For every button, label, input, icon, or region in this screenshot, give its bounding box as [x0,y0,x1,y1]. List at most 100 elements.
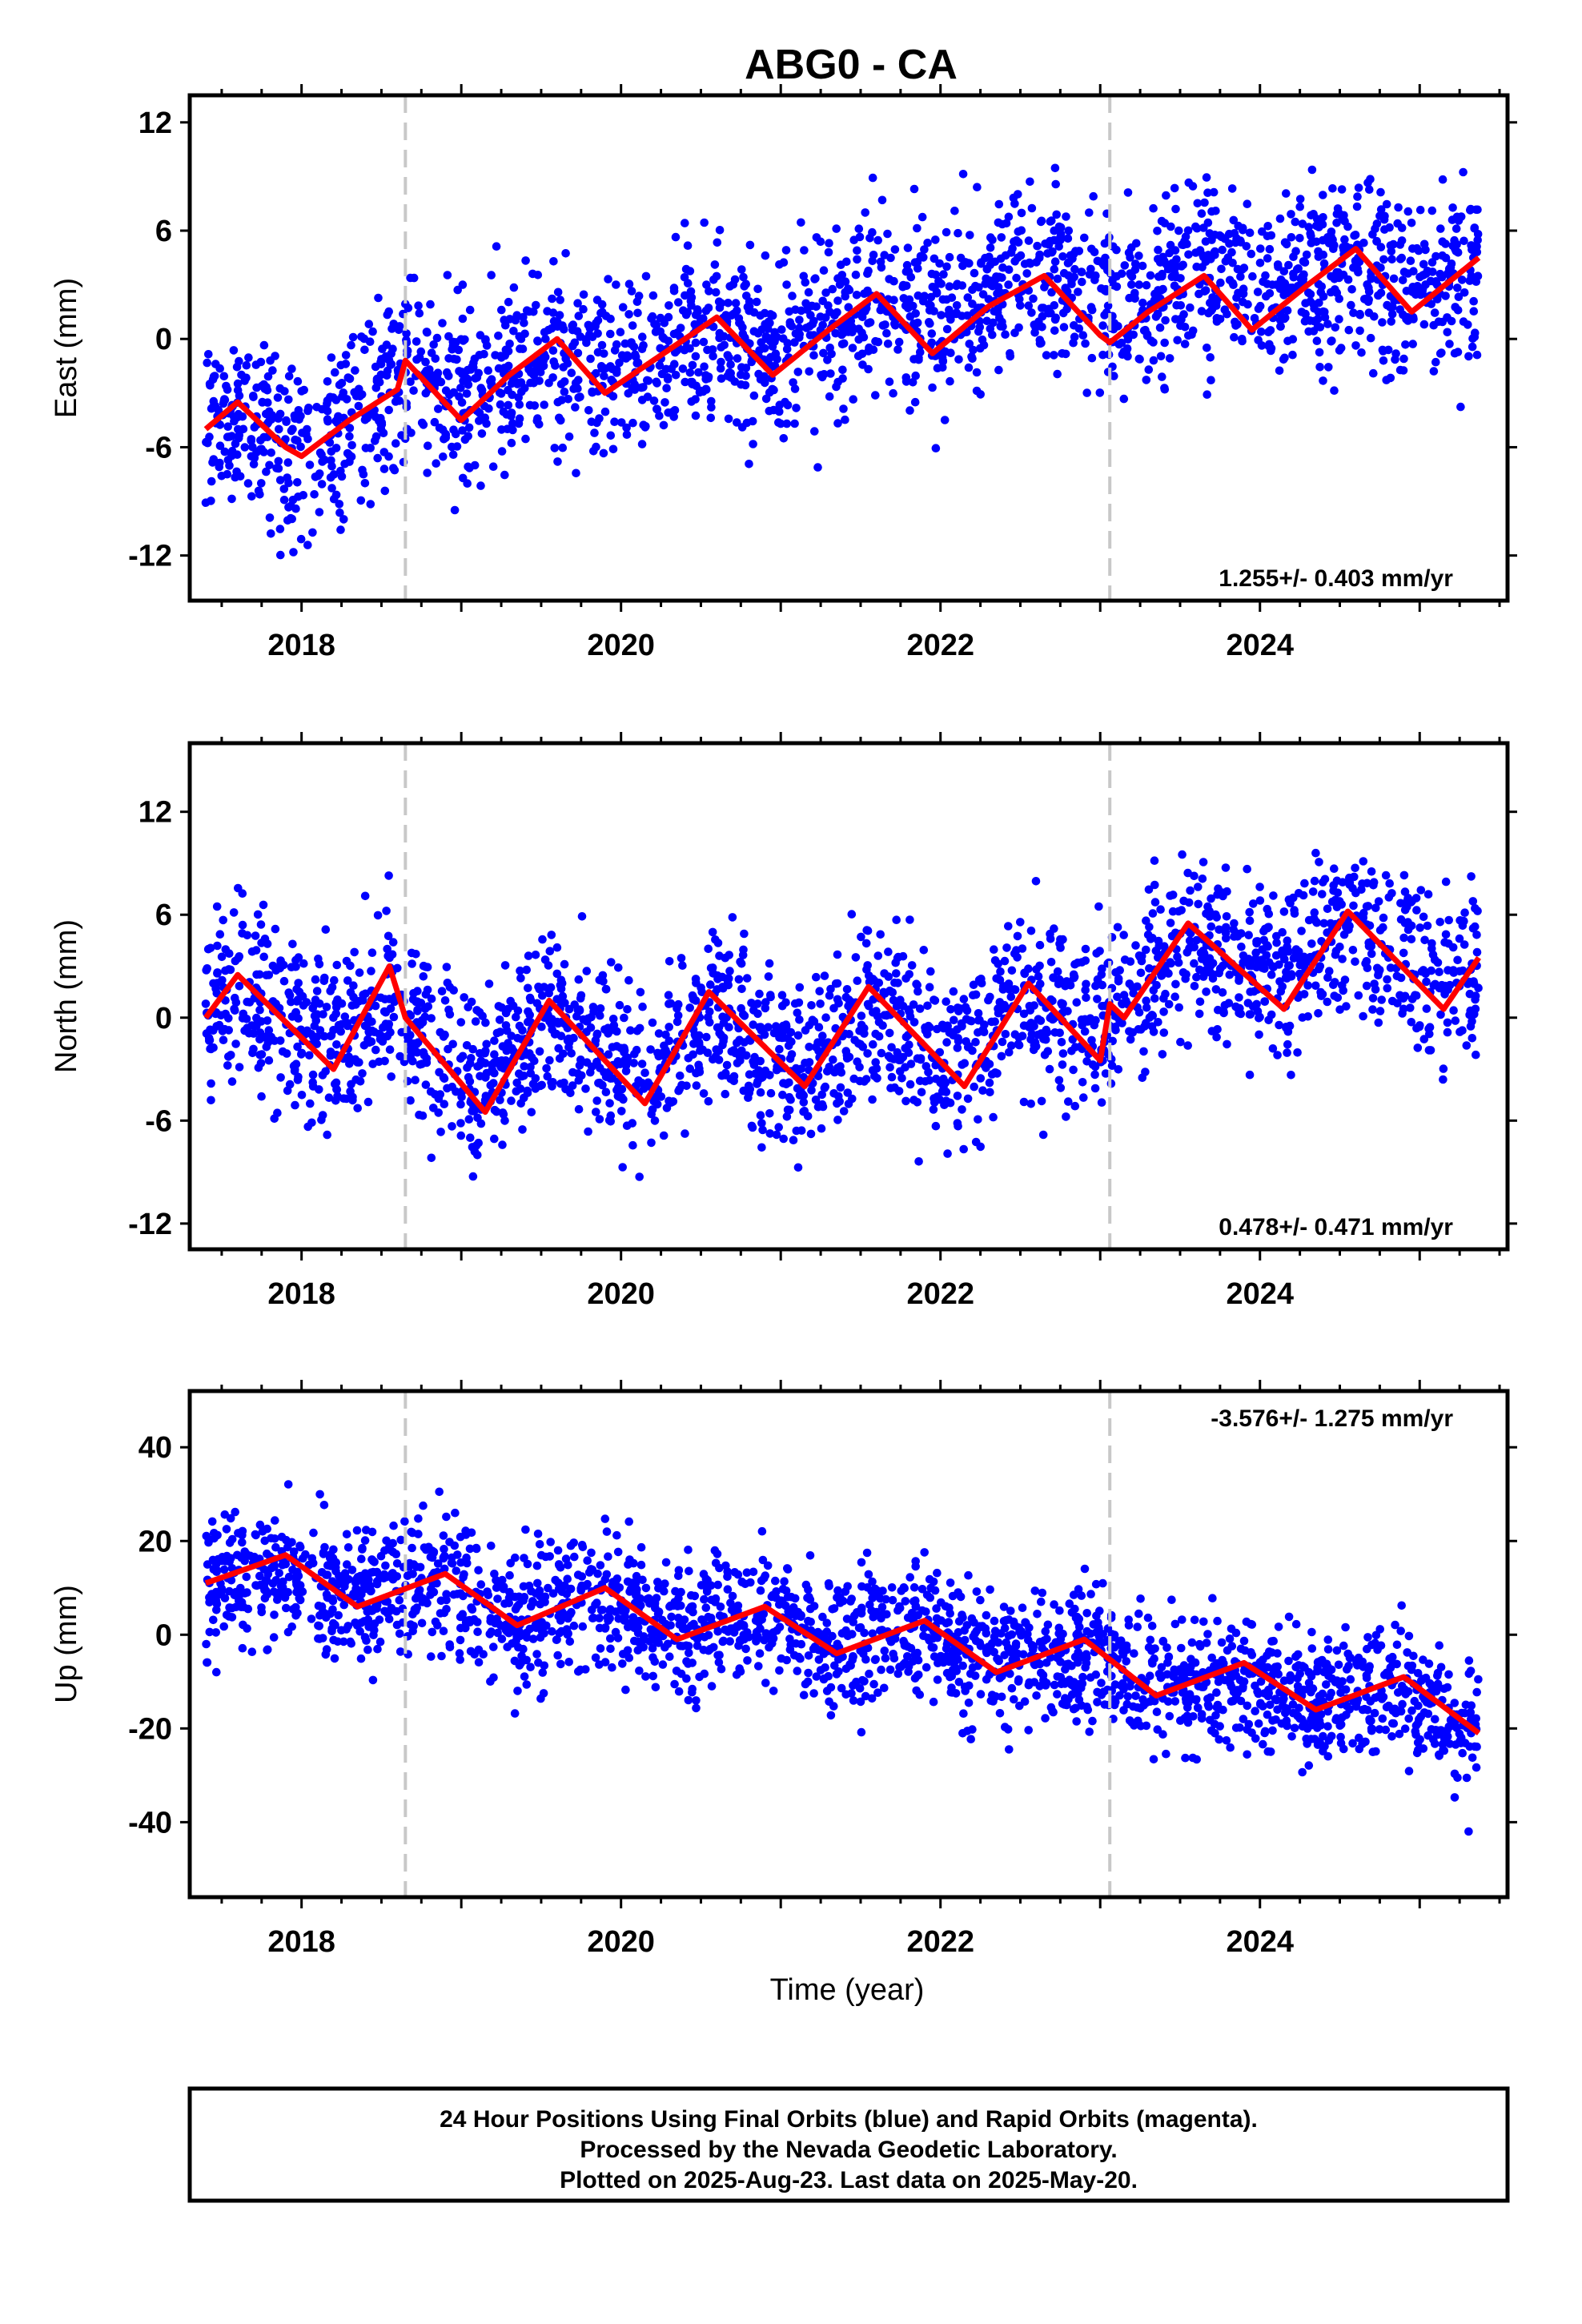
data-point [1436,1010,1445,1019]
data-point [1026,177,1034,187]
data-point [749,1006,758,1015]
data-point [1199,858,1208,866]
data-point [773,355,781,364]
data-point [606,431,616,440]
data-point [1218,988,1227,997]
data-point [952,281,961,291]
data-point [702,280,711,289]
data-point [733,354,742,363]
data-point [327,1031,336,1040]
data-point [829,1089,838,1098]
data-point [1040,283,1049,292]
data-point [462,389,472,398]
data-point [905,915,914,924]
data-point [427,994,436,1003]
data-point [1337,185,1347,194]
data-point [347,1001,357,1010]
data-point [493,1056,503,1066]
data-point [490,1036,499,1045]
data-point [1327,897,1337,907]
data-point [1134,951,1144,960]
data-point [1066,251,1075,260]
data-point [874,1031,884,1041]
data-point [1072,998,1082,1007]
data-point [254,486,263,496]
data-point [383,931,393,941]
data-point [471,1017,480,1026]
data-point [308,528,317,537]
data-point [986,992,994,1002]
data-point [715,226,725,235]
data-point [892,969,901,978]
data-point [873,1074,881,1083]
data-point [496,389,506,398]
data-point [486,1080,496,1090]
data-point [1162,191,1170,200]
data-point [224,1052,233,1061]
data-point [825,991,834,1000]
data-point [1202,1638,1211,1647]
data-point [1471,995,1480,1004]
data-point [931,1074,941,1084]
data-point [1344,925,1353,935]
data-point [1142,280,1151,290]
data-point [685,368,695,377]
data-point [833,377,842,387]
data-point [1379,255,1388,264]
data-point [343,976,352,985]
data-point [1383,345,1393,355]
data-point [1149,338,1158,347]
data-point [1310,304,1319,313]
data-point [552,943,562,952]
data-point [1238,335,1247,344]
data-point [655,411,664,420]
data-point [527,1108,536,1117]
data-point [371,1001,380,1011]
data-point [764,1023,773,1031]
data-point [574,312,584,320]
data-point [310,1011,319,1020]
data-point [1415,923,1424,932]
data-point [1125,293,1134,303]
data-point [873,951,883,960]
data-point [802,305,812,315]
data-point [779,334,788,344]
data-point [1081,956,1090,965]
data-point [862,965,871,974]
data-point [1098,350,1107,360]
data-point [1450,348,1460,358]
data-point [293,995,303,1004]
data-point [988,330,997,340]
data-point [583,1016,592,1026]
data-point [382,371,391,380]
data-point [1138,298,1147,308]
model-fit-line [203,246,1481,460]
data-point [1468,342,1477,352]
data-point [285,1080,295,1089]
data-point [207,1096,215,1105]
data-point [1237,943,1246,951]
data-point [997,1051,1006,1061]
data-point [239,424,248,434]
data-point [423,328,432,337]
data-point [308,1070,318,1080]
data-point [297,1091,307,1100]
data-point [774,1023,784,1033]
data-point [1020,969,1030,979]
data-point [777,991,787,999]
data-point [1033,241,1042,251]
data-point [1295,234,1304,243]
data-point [595,1115,604,1124]
data-point [484,979,494,988]
data-point [1378,318,1387,327]
data-point [903,243,913,252]
data-point [835,1097,844,1106]
data-point [1027,203,1037,213]
data-point [568,1081,577,1090]
data-point [830,1068,839,1077]
data-point [323,377,332,386]
data-point [1335,1005,1344,1014]
data-point [1319,919,1328,928]
data-point [592,296,602,304]
data-point [973,183,982,191]
